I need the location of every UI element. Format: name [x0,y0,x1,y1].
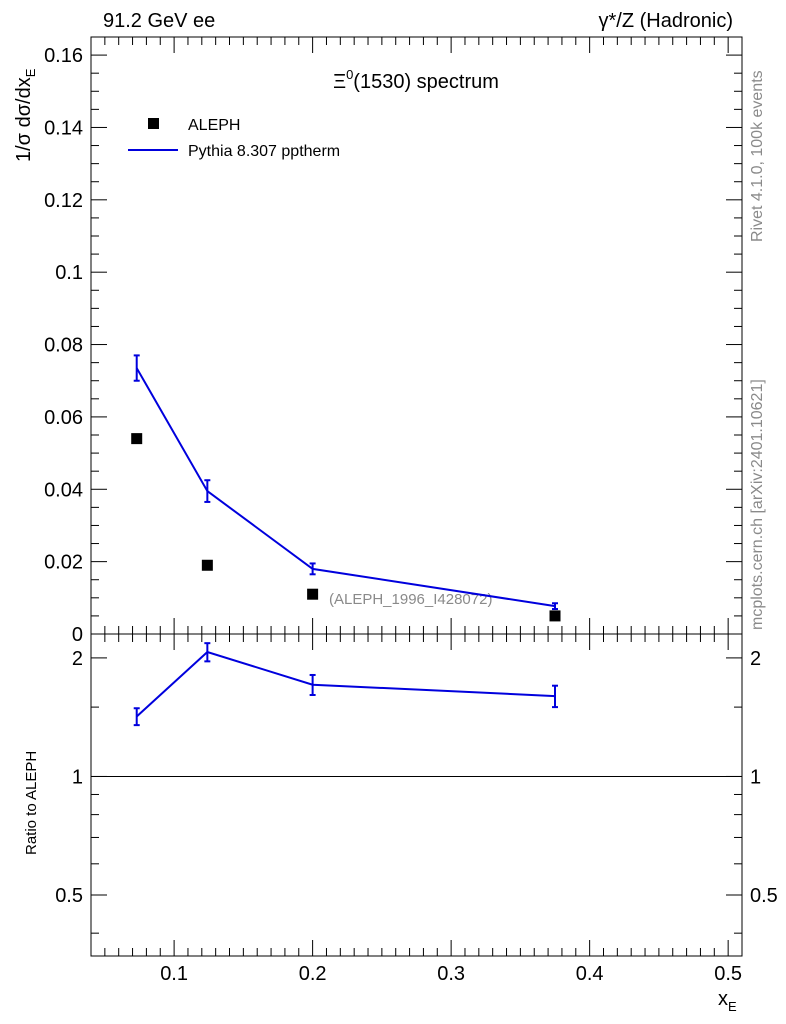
x-tick-label: 0.2 [299,963,327,985]
aleph-point [201,559,213,571]
ratio-y-tick-label: 0.5 [55,885,83,907]
main-y-tick-label: 0.16 [44,45,83,67]
legend: ALEPH Pythia 8.307 pptherm [128,117,340,160]
main-panel: 0 0.02 0.04 0.06 0.08 0.1 0.12 0.14 0.16 Ξ0(1530… [13,36,743,646]
ratio-y-tick-labels: 0.5 0.5 1 1 2 2 [55,648,778,907]
ratio-y-axis-label: Ratio to ALEPH [23,751,40,855]
x-tick-label: 0.4 [576,963,604,985]
data-source-annotation: (ALEPH_1996_I428072) [329,591,492,608]
aleph-point [307,588,319,600]
ratio-panel: 0.5 0.5 1 1 2 2 0.1 0.2 0.3 0.4 0.5 Ratio to ALEP… [23,633,778,1014]
ratio-line [136,650,556,718]
header-left: 91.2 GeV ee [103,10,215,32]
main-y-tick-labels: 0 0.02 0.04 0.06 0.08 0.1 0.12 0.14 0.16 [44,45,83,646]
x-tick-label: 0.5 [714,963,742,985]
legend-label-aleph: ALEPH [188,117,240,134]
main-y-axis-label: 1/σ dσ/dxE [13,68,38,162]
side-label-rivet: Rivet 4.1.0, 100k events [749,70,766,242]
ratio-y-tick-label-right: 1 [750,766,761,788]
main-ticks [91,36,743,635]
main-y-tick-label: 0.14 [44,117,83,139]
x-axis-label: xE [718,988,737,1014]
main-data-series [131,433,561,622]
ratio-y-tick-label-right: 0.5 [750,885,778,907]
legend-marker-aleph [148,118,159,129]
main-y-tick-label: 0 [72,624,83,646]
main-y-tick-label: 0.1 [55,262,83,284]
side-label-mcplots: mcplots.cern.ch [arXiv:2401.10621] [749,379,766,630]
aleph-point [131,433,143,445]
ratio-x-tick-labels: 0.1 0.2 0.3 0.4 0.5 [160,963,742,985]
ratio-frame [90,633,743,957]
main-y-tick-label: 0.04 [44,479,83,501]
x-tick-label: 0.3 [437,963,465,985]
legend-label-pythia: Pythia 8.307 pptherm [188,143,340,160]
x-tick-label: 0.1 [160,963,188,985]
header-right: γ*/Z (Hadronic) [599,10,733,32]
ratio-y-tick-label: 1 [72,766,83,788]
main-y-tick-label: 0.12 [44,190,83,212]
main-mc-series [133,354,559,611]
main-y-tick-label: 0.08 [44,335,83,357]
pythia-line [135,367,556,608]
ratio-y-tick-label-right: 2 [750,648,761,670]
main-title: Ξ0(1530) spectrum [333,67,499,93]
ratio-y-tick-label: 2 [72,648,83,670]
ratio-ticks [91,634,743,956]
main-y-tick-label: 0.06 [44,407,83,429]
ratio-mc-series [133,642,559,727]
main-y-tick-label: 0.02 [44,552,83,574]
aleph-point [549,610,561,622]
